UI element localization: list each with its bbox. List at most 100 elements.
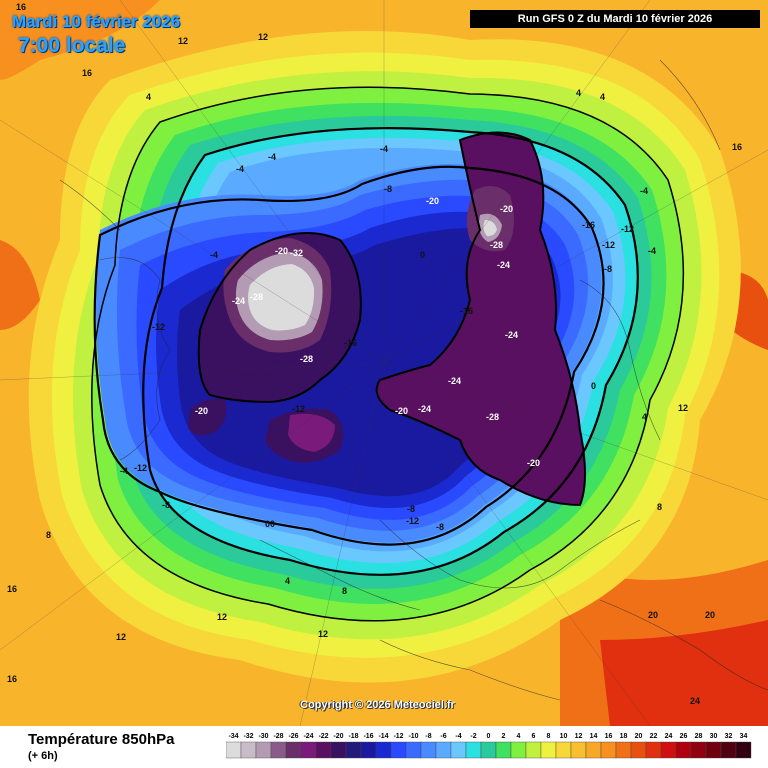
scale-swatch bbox=[690, 741, 707, 759]
isotherm-label: -20 bbox=[527, 458, 540, 468]
scale-tick-label: 16 bbox=[605, 733, 613, 740]
scale-swatch bbox=[360, 741, 377, 759]
isotherm-label: -20 bbox=[395, 406, 408, 416]
forecast-date: Mardi 10 février 2026 bbox=[12, 12, 181, 31]
scale-swatch bbox=[630, 741, 647, 759]
isotherm-label: 0 bbox=[420, 250, 425, 260]
isotherm-label: -8 bbox=[604, 264, 612, 274]
scale-tick-label: -18 bbox=[348, 733, 358, 740]
isotherm-label: -20 bbox=[195, 406, 208, 416]
scale-tick-label: 18 bbox=[620, 733, 628, 740]
isotherm-label: -12 bbox=[152, 322, 165, 332]
scale-tick-label: 20 bbox=[635, 733, 643, 740]
scale-swatch bbox=[675, 741, 692, 759]
scale-tick-label: -8 bbox=[425, 733, 431, 740]
scale-tick-label: 28 bbox=[695, 733, 703, 740]
isotherm-label: -16 bbox=[344, 338, 357, 348]
scale-swatch bbox=[585, 741, 602, 759]
scale-swatch bbox=[465, 741, 482, 759]
isotherm-label: 00 bbox=[265, 519, 275, 529]
isotherm-label: -8 bbox=[436, 522, 444, 532]
scale-tick-label: 14 bbox=[590, 733, 598, 740]
isotherm-label: -4 bbox=[648, 246, 656, 256]
scale-swatch bbox=[390, 741, 407, 759]
scale-tick-label: 34 bbox=[740, 733, 748, 740]
isotherm-label: -24 bbox=[448, 376, 461, 386]
scale-swatch bbox=[450, 741, 467, 759]
scale-swatch bbox=[405, 741, 422, 759]
isotherm-label: 12 bbox=[116, 632, 126, 642]
scale-swatch bbox=[705, 741, 722, 759]
isotherm-label: 20 bbox=[705, 610, 715, 620]
legend-subtitle: (+ 6h) bbox=[28, 750, 58, 762]
isotherm-label: 4 bbox=[146, 92, 151, 102]
scale-swatch bbox=[495, 741, 512, 759]
copyright-notice: Copyright © 2026 Meteociel.fr bbox=[300, 699, 455, 711]
isotherm-label: 16 bbox=[82, 68, 92, 78]
isotherm-label: 12 bbox=[258, 32, 268, 42]
isotherm-label: 0 bbox=[591, 381, 596, 391]
isotherm-label: -4 bbox=[210, 250, 218, 260]
scale-tick-label: -22 bbox=[318, 733, 328, 740]
legend-bar: Température 850hPa (+ 6h) -34 -32 -30 -28 -2… bbox=[0, 726, 768, 768]
scale-tick-label: -34 bbox=[228, 733, 238, 740]
isotherm-label: -8 bbox=[407, 504, 415, 514]
scale-swatch bbox=[330, 741, 347, 759]
scale-tick-label: 26 bbox=[680, 733, 688, 740]
isotherm-label: -12 bbox=[621, 224, 634, 234]
cold-core-east bbox=[376, 132, 585, 505]
isotherm-label: -8 bbox=[162, 500, 170, 510]
scale-swatch bbox=[255, 741, 272, 759]
scale-swatch bbox=[270, 741, 287, 759]
scale-swatch bbox=[735, 741, 752, 759]
isotherm-label: -20 bbox=[426, 196, 439, 206]
isotherm-label: 16 bbox=[7, 584, 17, 594]
scale-swatch bbox=[226, 741, 242, 759]
isotherm-label: 20 bbox=[648, 610, 658, 620]
forecast-local-time: 7:00 locale bbox=[18, 34, 126, 57]
isotherm-label: 4 bbox=[285, 576, 290, 586]
isotherm-label: 12 bbox=[678, 403, 688, 413]
scale-tick-label: -6 bbox=[440, 733, 446, 740]
scale-tick-label: 2 bbox=[502, 733, 506, 740]
scale-swatch bbox=[645, 741, 662, 759]
scale-swatch bbox=[435, 741, 452, 759]
isotherm-label: -24 bbox=[505, 330, 518, 340]
isotherm-label: -20 bbox=[275, 246, 288, 256]
scale-tick-label: -28 bbox=[273, 733, 283, 740]
isotherm-label: -4 bbox=[120, 466, 128, 476]
scale-swatch bbox=[480, 741, 497, 759]
isotherm-label: -28 bbox=[250, 292, 263, 302]
isotherm-label: 4 bbox=[576, 88, 581, 98]
model-run-info: Run GFS 0 Z du Mardi 10 février 2026 bbox=[470, 10, 760, 28]
isotherm-label: -12 bbox=[602, 240, 615, 250]
isotherm-label: -12 bbox=[292, 404, 305, 414]
scale-tick-label: -2 bbox=[470, 733, 476, 740]
scale-swatch bbox=[375, 741, 392, 759]
isotherm-label: 16 bbox=[16, 2, 26, 12]
scale-swatch bbox=[300, 741, 317, 759]
scale-tick-label: 22 bbox=[650, 733, 658, 740]
isotherm-label: 12 bbox=[318, 629, 328, 639]
scale-tick-label: -32 bbox=[243, 733, 253, 740]
isotherm-label: -16 bbox=[582, 220, 595, 230]
isotherm-label: 8 bbox=[46, 530, 51, 540]
temperature-map: 16 12 16 12 4 4 4 -4 -4 -4 0 -4 -8 -12 -12 -20 -20 -32 -28… bbox=[0, 0, 768, 726]
isotherm-label: 24 bbox=[690, 696, 700, 706]
isotherm-label: 16 bbox=[7, 674, 17, 684]
scale-swatch bbox=[720, 741, 737, 759]
scale-tick-label: -12 bbox=[393, 733, 403, 740]
scale-tick-label: -20 bbox=[333, 733, 343, 740]
scale-tick-label: -10 bbox=[408, 733, 418, 740]
scale-tick-label: 4 bbox=[517, 733, 521, 740]
scale-swatch bbox=[285, 741, 302, 759]
isotherm-label: 8 bbox=[657, 502, 662, 512]
scale-swatch bbox=[615, 741, 632, 759]
scale-tick-label: 12 bbox=[575, 733, 583, 740]
isotherm-label: -24 bbox=[497, 260, 510, 270]
isotherm-label: 16 bbox=[732, 142, 742, 152]
scale-tick-label: 32 bbox=[725, 733, 733, 740]
scale-tick-label: 0 bbox=[487, 733, 491, 740]
